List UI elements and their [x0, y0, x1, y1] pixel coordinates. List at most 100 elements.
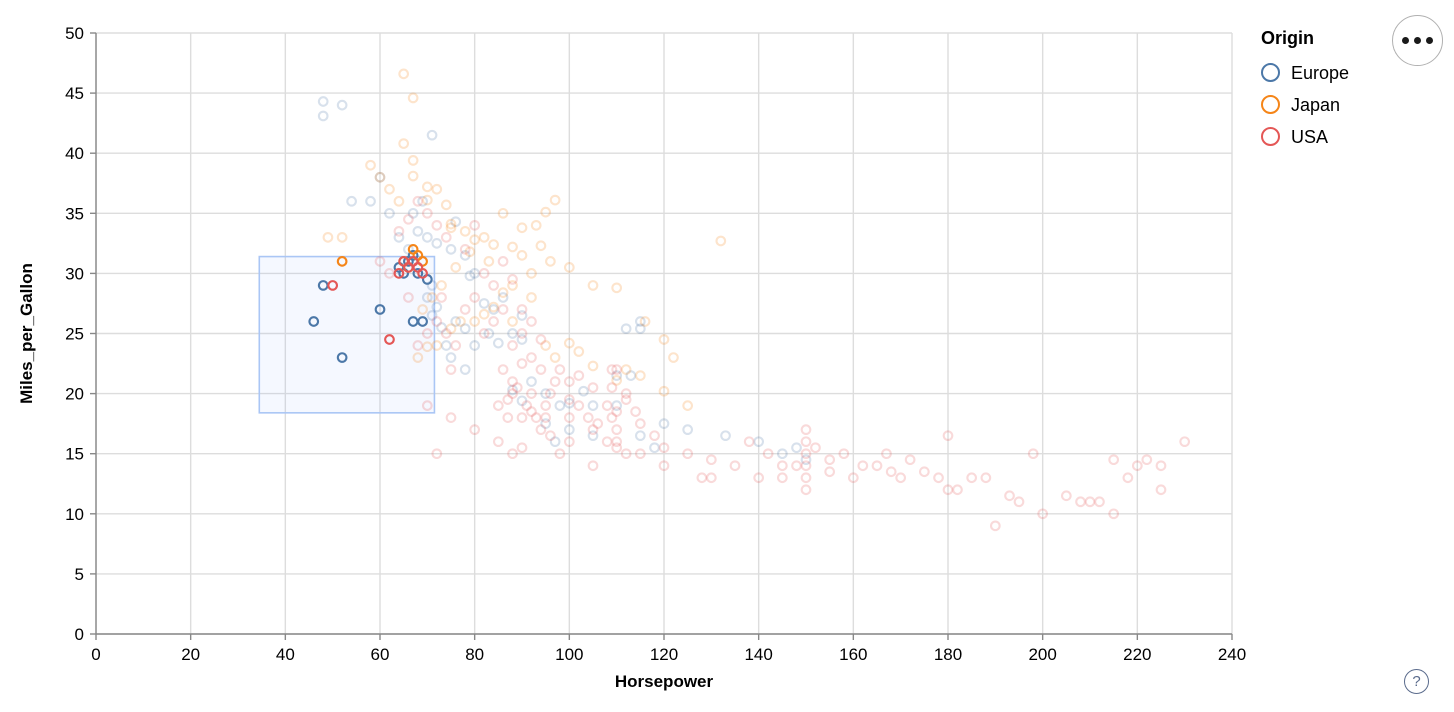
scatter-point-usa[interactable]	[1075, 496, 1086, 508]
scatter-point-europe[interactable]	[658, 418, 670, 430]
scatter-point-europe[interactable]	[563, 424, 575, 436]
scatter-point-japan[interactable]	[336, 231, 348, 243]
scatter-point-usa[interactable]	[516, 442, 528, 454]
scatter-point-japan[interactable]	[412, 352, 424, 363]
scatter-point-usa[interactable]	[601, 400, 613, 411]
scatter-point-usa[interactable]	[516, 412, 528, 423]
scatter-point-usa[interactable]	[431, 219, 443, 231]
scatter-point-japan[interactable]	[497, 287, 509, 298]
scatter-point-usa[interactable]	[658, 460, 670, 472]
scatter-point-europe[interactable]	[436, 322, 447, 333]
scatter-point-japan[interactable]	[549, 194, 561, 206]
scatter-point-japan[interactable]	[440, 199, 452, 211]
scatter-point-japan[interactable]	[469, 234, 481, 246]
scatter-point-usa[interactable]	[620, 388, 632, 399]
scatter-point-japan[interactable]	[478, 231, 490, 243]
scatter-point-europe[interactable]	[469, 340, 481, 351]
scatter-point-usa[interactable]	[729, 460, 741, 472]
scatter-point-europe[interactable]	[753, 436, 765, 448]
scatter-point-usa[interactable]	[440, 231, 452, 243]
scatter-point-europe[interactable]	[450, 316, 462, 327]
scatter-point-europe[interactable]	[417, 195, 428, 207]
legend-item-usa[interactable]: USA	[1261, 121, 1431, 153]
scatter-point-usa[interactable]	[606, 412, 618, 423]
scatter-point-usa[interactable]	[459, 304, 471, 315]
scatter-point-europe[interactable]	[587, 430, 599, 442]
scatter-point-usa[interactable]	[1084, 496, 1096, 508]
scatter-point-usa[interactable]	[421, 328, 433, 339]
scatter-point-europe[interactable]	[634, 316, 646, 327]
scatter-point-usa[interactable]	[682, 448, 694, 460]
scatter-point-europe[interactable]	[412, 225, 424, 237]
scatter-point-europe[interactable]	[488, 304, 499, 315]
scatter-point-usa[interactable]	[497, 256, 509, 267]
scatter-point-usa[interactable]	[966, 472, 978, 484]
scatter-point-usa[interactable]	[776, 460, 788, 472]
scatter-point-europe[interactable]	[317, 110, 329, 122]
scatter-point-japan[interactable]	[639, 316, 651, 327]
scatter-point-usa[interactable]	[1179, 436, 1191, 448]
scatter-point-japan[interactable]	[322, 231, 334, 243]
scatter-point-usa[interactable]	[526, 388, 537, 399]
scatter-point-usa[interactable]	[554, 448, 566, 460]
scatter-point-usa[interactable]	[658, 442, 670, 454]
scatter-point-europe[interactable]	[374, 304, 386, 315]
scatter-point-usa[interactable]	[1027, 448, 1039, 460]
scatter-point-europe[interactable]	[407, 207, 419, 219]
scatter-point-japan[interactable]	[549, 352, 561, 363]
scatter-point-japan[interactable]	[483, 256, 495, 267]
scatter-point-europe[interactable]	[634, 430, 646, 442]
scatter-point-europe[interactable]	[720, 430, 731, 442]
scatter-point-usa[interactable]	[800, 436, 812, 448]
scatter-point-europe[interactable]	[421, 231, 433, 243]
scatter-point-europe[interactable]	[507, 328, 518, 339]
scatter-point-europe[interactable]	[776, 448, 788, 460]
scatter-point-usa[interactable]	[516, 328, 528, 339]
scatter-point-usa[interactable]	[611, 436, 623, 448]
scatter-point-japan[interactable]	[507, 316, 518, 327]
scatter-point-usa[interactable]	[549, 376, 561, 387]
scatter-point-usa[interactable]	[502, 394, 514, 405]
scatter-point-usa[interactable]	[507, 448, 518, 460]
scatter-point-europe[interactable]	[507, 384, 518, 396]
legend-item-europe[interactable]: Europe	[1261, 57, 1431, 89]
scatter-point-usa[interactable]	[535, 364, 547, 375]
scatter-point-usa[interactable]	[526, 352, 537, 363]
scatter-point-usa[interactable]	[540, 412, 552, 423]
scatter-point-usa[interactable]	[810, 442, 821, 454]
scatter-point-usa[interactable]	[696, 472, 708, 484]
scatter-point-japan[interactable]	[516, 250, 528, 261]
scatter-point-europe[interactable]	[464, 270, 476, 282]
scatter-point-europe[interactable]	[393, 231, 405, 243]
scatter-point-japan[interactable]	[526, 292, 537, 303]
scatter-point-japan[interactable]	[374, 171, 386, 183]
scatter-point-usa[interactable]	[800, 424, 812, 436]
scatter-point-usa[interactable]	[440, 328, 452, 339]
scatter-point-usa[interactable]	[469, 292, 481, 303]
scatter-point-europe[interactable]	[800, 454, 812, 466]
scatter-point-japan[interactable]	[526, 268, 537, 279]
scatter-point-usa[interactable]	[436, 292, 447, 303]
scatter-point-japan[interactable]	[634, 370, 646, 381]
scatter-point-usa[interactable]	[847, 472, 859, 484]
scatter-point-japan[interactable]	[516, 222, 528, 234]
scatter-point-europe[interactable]	[483, 328, 495, 339]
scatter-point-usa[interactable]	[393, 225, 405, 237]
scatter-point-usa[interactable]	[1060, 490, 1072, 502]
scatter-point-usa[interactable]	[545, 430, 556, 442]
scatter-point-usa[interactable]	[1155, 460, 1167, 472]
scatter-point-usa[interactable]	[918, 466, 930, 478]
scatter-point-usa[interactable]	[1108, 508, 1120, 520]
scatter-point-usa[interactable]	[497, 304, 509, 315]
scatter-point-usa[interactable]	[412, 340, 424, 351]
scatter-point-usa[interactable]	[516, 358, 528, 369]
scatter-point-usa[interactable]	[445, 412, 457, 423]
scatter-point-japan[interactable]	[611, 282, 623, 294]
scatter-point-japan[interactable]	[540, 340, 552, 351]
scatter-point-europe[interactable]	[317, 96, 329, 107]
scatter-point-usa[interactable]	[705, 472, 717, 484]
scatter-point-usa[interactable]	[488, 316, 499, 327]
scatter-point-europe[interactable]	[445, 244, 457, 255]
scatter-point-japan[interactable]	[658, 385, 670, 397]
scatter-point-europe[interactable]	[421, 292, 433, 303]
